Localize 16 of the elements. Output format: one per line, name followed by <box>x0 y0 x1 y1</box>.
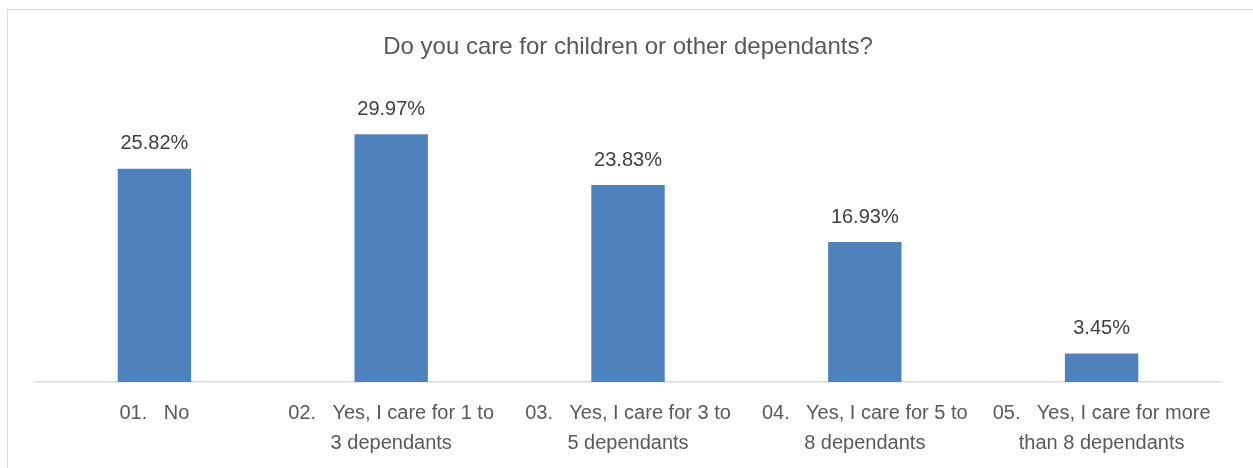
data-label: 3.45% <box>1073 316 1131 339</box>
bar <box>1064 353 1139 382</box>
bar <box>117 168 192 382</box>
x-tick-label: 05. Yes, I care for more than 8 dependants <box>992 400 1211 453</box>
bar <box>828 242 902 382</box>
data-label: 23.83% <box>594 147 663 170</box>
data-label: 29.97% <box>357 96 426 119</box>
bar <box>354 134 428 382</box>
data-label: 25.82% <box>120 131 189 154</box>
data-label: 16.93% <box>830 204 899 227</box>
x-tick-label: 02. Yes, I care for 1 to 3 dependants <box>288 400 495 453</box>
bar <box>591 185 665 382</box>
chart-title: Do you care for children or other dependants? <box>383 32 873 60</box>
x-tick-label: 01. No <box>119 400 190 423</box>
x-tick-label: 04. Yes, I care for 5 to 8 dependants <box>761 400 968 453</box>
x-tick-label: 03. Yes, I care for 3 to 5 dependants <box>525 400 731 453</box>
